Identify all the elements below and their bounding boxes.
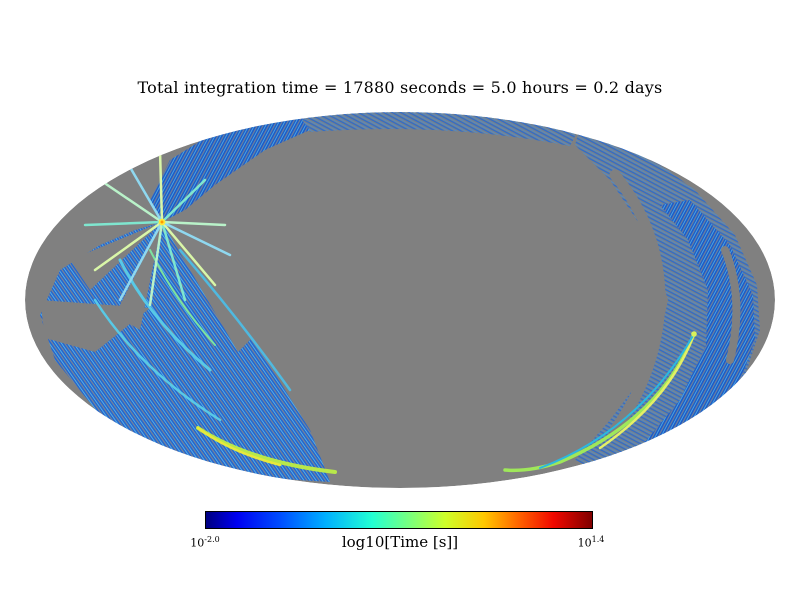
observed-region-left-fan <box>40 222 330 482</box>
lower-left-streak <box>196 426 337 474</box>
colorbar <box>205 511 593 529</box>
tick-min-exponent: -2.0 <box>204 535 220 544</box>
unobserved-gaps-right <box>609 169 741 436</box>
integration-hotspot <box>158 218 166 226</box>
tick-min-base: 10 <box>190 536 205 550</box>
right-convergence <box>503 331 697 473</box>
colorbar-tick-max: 101.4 <box>561 535 621 550</box>
tick-max-exponent: 1.4 <box>591 535 605 544</box>
observed-region-top-band <box>300 112 580 146</box>
tick-max-base: 10 <box>577 536 592 550</box>
colorbar-label: log10[Time [s]] <box>341 533 459 551</box>
figure-title: Total integration time = 17880 seconds =… <box>137 78 663 97</box>
colorbar-tick-min: 10-2.0 <box>175 535 235 550</box>
